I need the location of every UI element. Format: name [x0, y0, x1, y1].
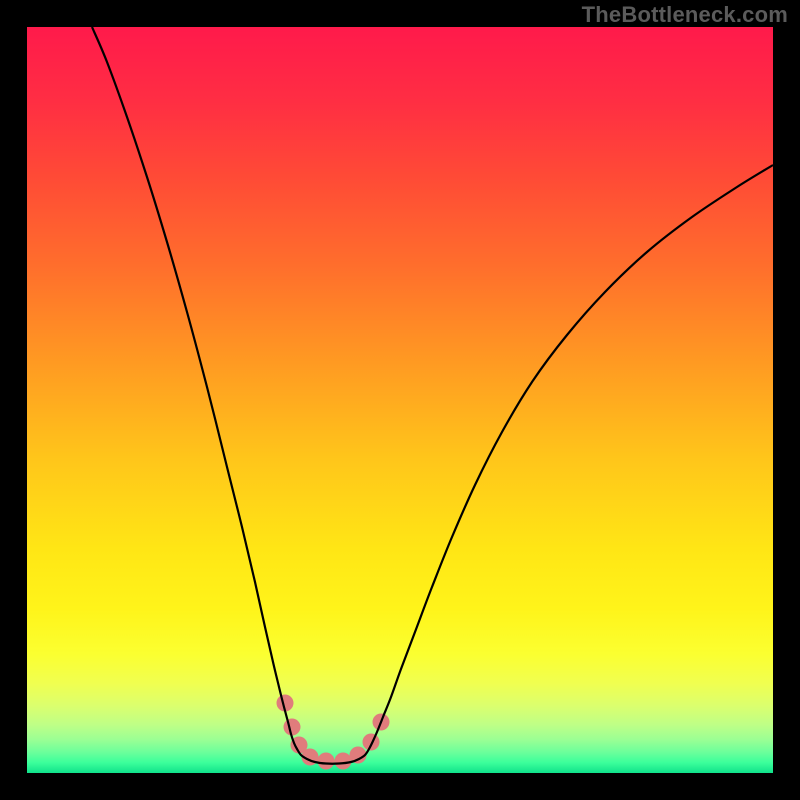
watermark: TheBottleneck.com [582, 2, 788, 28]
highlight-marker [363, 734, 380, 751]
plot-area [27, 27, 773, 773]
highlight-marker [335, 753, 352, 770]
highlight-marker [318, 753, 335, 770]
curve-layer [27, 27, 773, 773]
dip-curve [92, 27, 773, 764]
highlight-marker [284, 719, 301, 736]
chart-frame: TheBottleneck.com [0, 0, 800, 800]
highlight-markers [277, 695, 390, 770]
